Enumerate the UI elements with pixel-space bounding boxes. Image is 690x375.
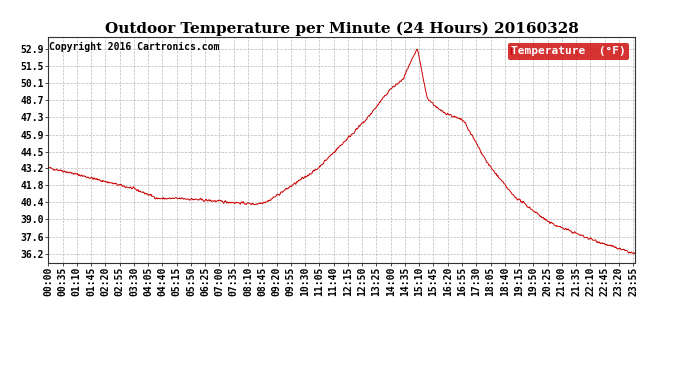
Text: Copyright 2016 Cartronics.com: Copyright 2016 Cartronics.com [50, 42, 220, 52]
Legend: Temperature  (°F): Temperature (°F) [508, 43, 629, 60]
Title: Outdoor Temperature per Minute (24 Hours) 20160328: Outdoor Temperature per Minute (24 Hours… [105, 22, 578, 36]
